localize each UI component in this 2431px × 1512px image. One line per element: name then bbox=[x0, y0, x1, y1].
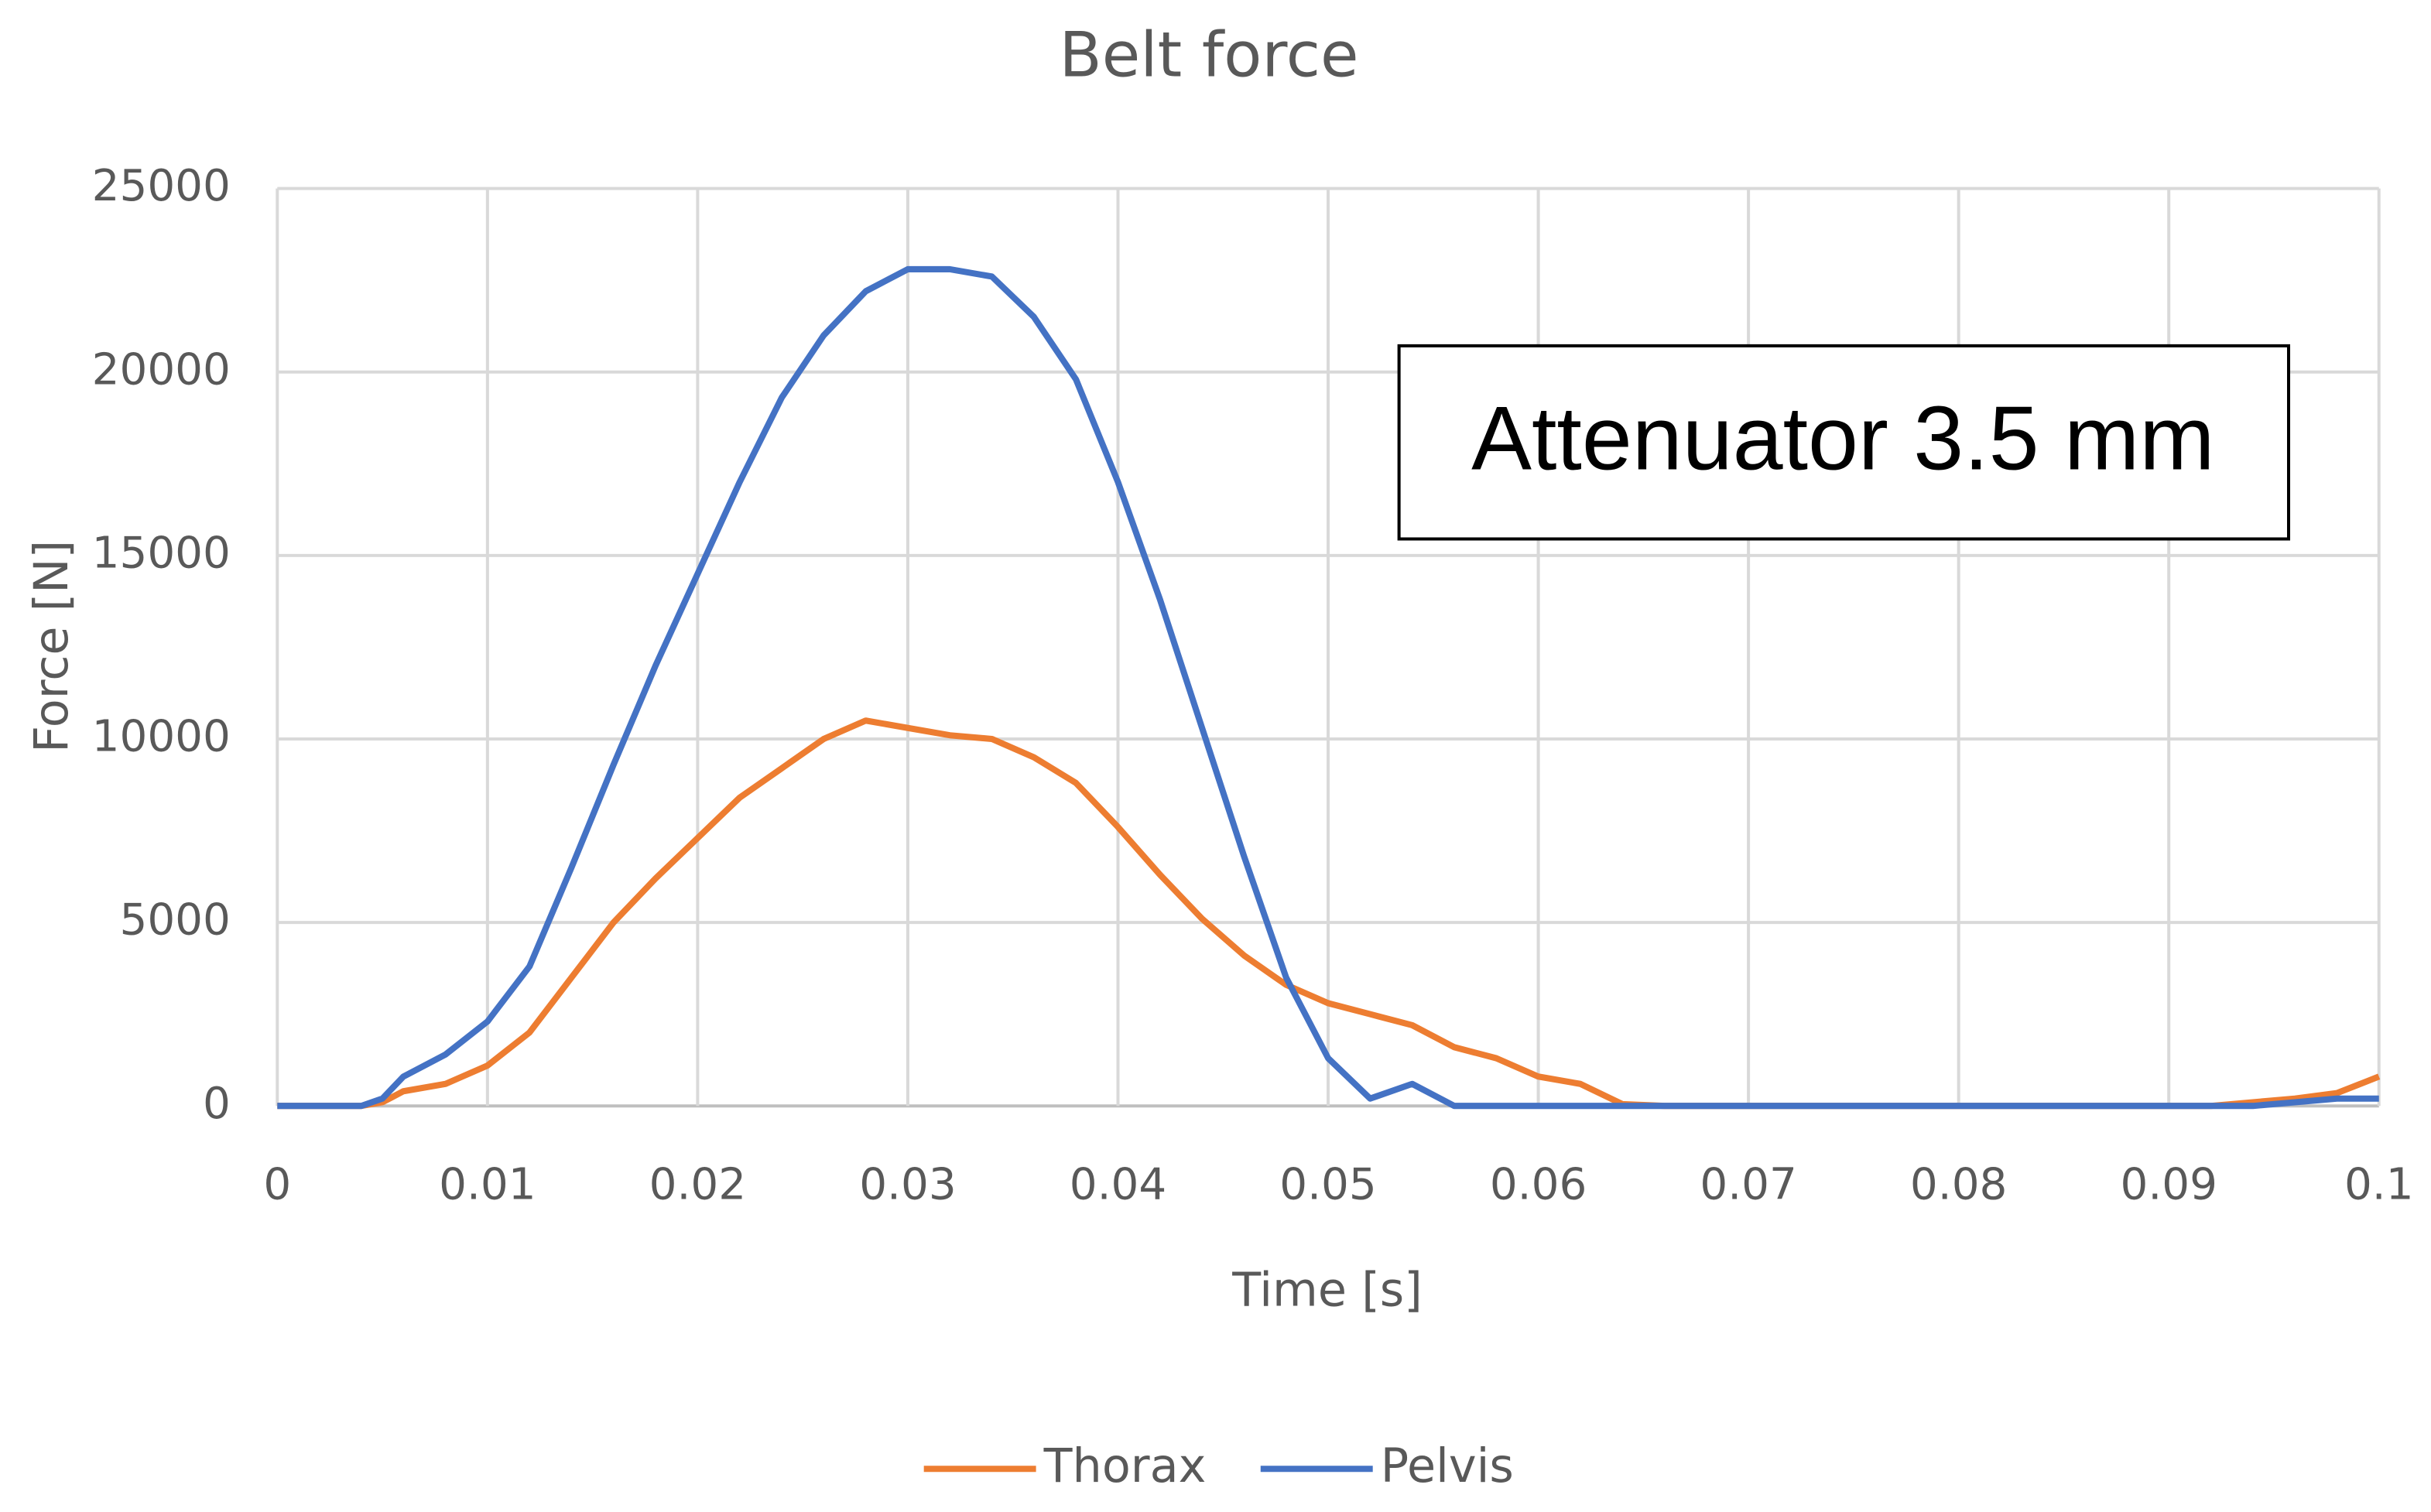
x-tick-label: 0.08 bbox=[1910, 1160, 2008, 1210]
y-axis-label: Force [N] bbox=[25, 540, 79, 753]
grid: 0 5000 10000 15000 20000 25000 0 0.01 0.02 0.03 0.… bbox=[92, 161, 2414, 1209]
legend-label: Thorax bbox=[1043, 1439, 1207, 1493]
y-tick-label: 0 bbox=[203, 1079, 231, 1129]
annotation-box bbox=[1397, 344, 2291, 541]
y-tick-label: 5000 bbox=[119, 895, 230, 946]
x-tick-label: 0.06 bbox=[1490, 1160, 1587, 1210]
y-tick-label: 25000 bbox=[92, 161, 231, 211]
x-tick-label: 0.04 bbox=[1070, 1160, 1167, 1210]
chart-title: Belt force bbox=[1060, 18, 1359, 91]
x-tick-label: 0.07 bbox=[1700, 1160, 1797, 1210]
x-tick-label: 0.09 bbox=[2120, 1160, 2217, 1210]
series-line bbox=[277, 265, 2379, 1110]
x-tick-label: 0 bbox=[263, 1160, 291, 1210]
x-tick-label: 0.02 bbox=[649, 1160, 747, 1210]
y-tick-label: 10000 bbox=[92, 712, 231, 762]
y-tick-label: 20000 bbox=[92, 344, 231, 395]
legend-label: Pelvis bbox=[1381, 1439, 1514, 1493]
x-tick-label: 0.03 bbox=[859, 1160, 956, 1210]
plot-lines bbox=[277, 265, 2381, 1110]
x-tick-label: 0.05 bbox=[1279, 1160, 1377, 1210]
y-tick-label: 15000 bbox=[92, 528, 231, 578]
x-tick-label: 0.1 bbox=[2344, 1160, 2414, 1210]
x-tick-label: 0.01 bbox=[439, 1160, 536, 1210]
annotation: Attenuator 3.5 mm bbox=[1471, 388, 2214, 489]
x-axis-label: Time [s] bbox=[1231, 1263, 1423, 1317]
legend: Thorax Pelvis bbox=[923, 1439, 1514, 1493]
